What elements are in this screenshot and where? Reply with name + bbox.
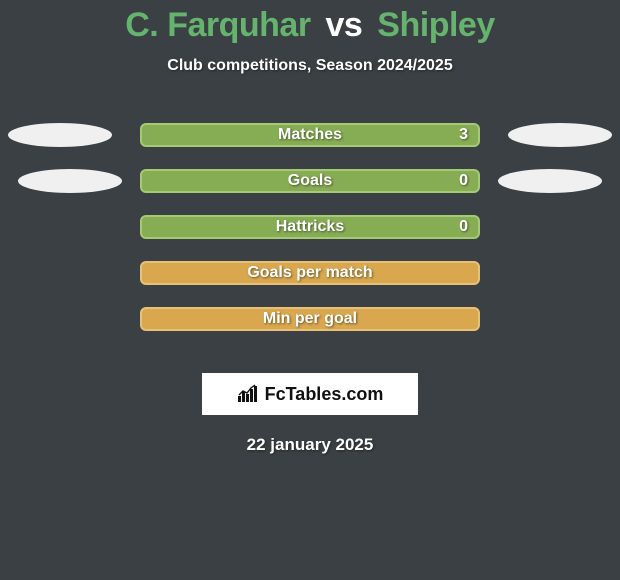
stat-rows: Matches3Goals0Hattricks0Goals per matchM… bbox=[0, 123, 620, 353]
comparison-title: C. Farquhar vs Shipley bbox=[0, 0, 620, 45]
player2-stat-ellipse bbox=[498, 169, 602, 193]
subtitle: Club competitions, Season 2024/2025 bbox=[0, 57, 620, 75]
stat-bar: Goals0 bbox=[140, 169, 480, 193]
stat-bar: Hattricks0 bbox=[140, 215, 480, 239]
logo-box: FcTables.com bbox=[202, 373, 418, 415]
snapshot-date: 22 january 2025 bbox=[0, 435, 620, 455]
logo-text: FcTables.com bbox=[265, 384, 384, 405]
stat-row: Min per goal bbox=[0, 307, 620, 353]
player1-stat-ellipse bbox=[18, 169, 122, 193]
stat-value: 0 bbox=[459, 172, 468, 190]
stat-row: Matches3 bbox=[0, 123, 620, 169]
player2-stat-ellipse bbox=[508, 123, 612, 147]
stat-row: Hattricks0 bbox=[0, 215, 620, 261]
stat-value: 0 bbox=[459, 218, 468, 236]
stat-label: Goals bbox=[142, 172, 478, 190]
stat-row: Goals per match bbox=[0, 261, 620, 307]
stat-bar: Goals per match bbox=[140, 261, 480, 285]
stat-value: 3 bbox=[459, 126, 468, 144]
player1-name: C. Farquhar bbox=[125, 6, 310, 44]
player2-name: Shipley bbox=[377, 6, 494, 44]
stat-label: Matches bbox=[142, 126, 478, 144]
stat-label: Min per goal bbox=[142, 310, 478, 328]
logo: FcTables.com bbox=[237, 384, 384, 405]
stat-label: Goals per match bbox=[142, 264, 478, 282]
stat-bar: Min per goal bbox=[140, 307, 480, 331]
stat-label: Hattricks bbox=[142, 218, 478, 236]
player1-stat-ellipse bbox=[8, 123, 112, 147]
vs-text: vs bbox=[326, 6, 363, 44]
stat-bar: Matches3 bbox=[140, 123, 480, 147]
stat-row: Goals0 bbox=[0, 169, 620, 215]
bars-chart-icon bbox=[237, 384, 261, 404]
